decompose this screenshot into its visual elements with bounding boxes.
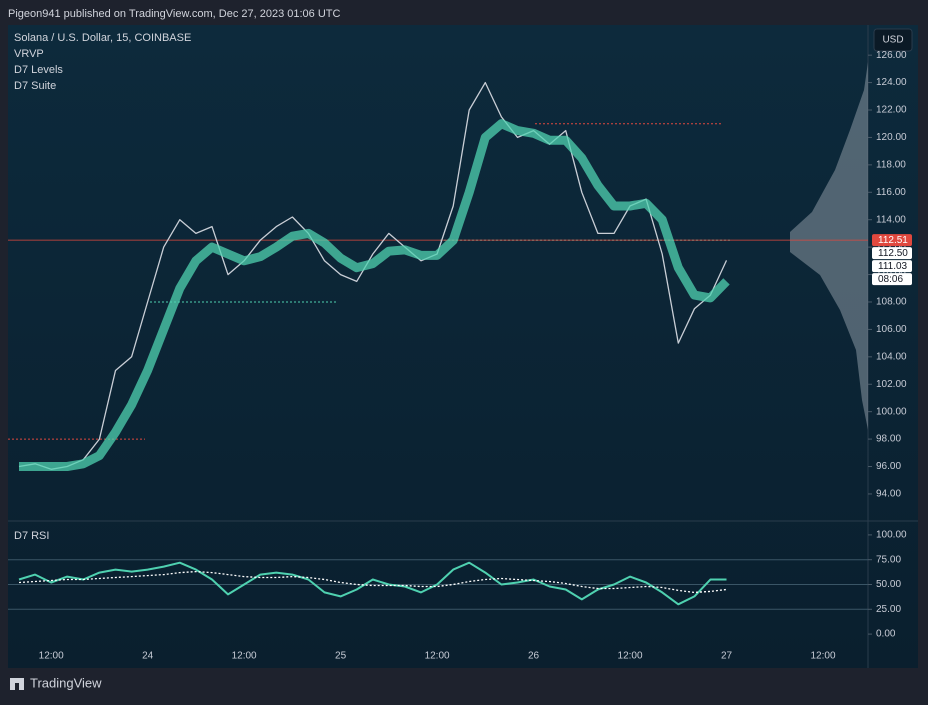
indicator-label: D7 Levels [14,64,63,76]
rsi-line [18,561,727,606]
y-tick-label: 108.00 [876,297,907,308]
logo [10,678,24,690]
y-tick-label: 75.00 [876,554,901,565]
y-tick-label: 106.00 [876,324,907,335]
y-tick-label: 126.00 [876,50,907,61]
y-tick-label: 50.00 [876,579,901,590]
y-tick-label: 124.00 [876,77,907,88]
y-tick-label: 100.00 [876,530,907,541]
countdown-tag [872,273,912,286]
x-tick-label: 24 [142,651,154,662]
y-tick-label: 94.00 [876,489,901,500]
volume-profile [790,62,868,430]
y-tick-label: 114.00 [876,214,906,225]
price-tag-label: 112.51 [878,235,908,246]
rsi-signal [18,570,727,594]
x-tick-label: 12:00 [810,651,835,662]
indicator-label: D7 Suite [14,80,56,92]
x-tick-label: 12:00 [232,651,257,662]
y-tick-label: 104.00 [876,351,907,362]
x-tick-label: 12:00 [39,651,64,662]
price-tag-label: 111.03 [878,261,908,272]
price-tag-label: 112.50 [878,248,908,259]
x-tick-label: 25 [335,651,347,662]
price-line [18,81,728,470]
publish-info: Pigeon941 published on TradingView.com, … [8,8,341,20]
currency-label: USD [882,35,903,46]
y-tick-label: 96.00 [876,461,901,472]
brand: TradingView [30,675,102,690]
x-tick-label: 12:00 [618,651,643,662]
y-tick-label: 0.00 [876,629,896,640]
x-tick-label: 27 [721,651,733,662]
y-tick-label: 122.00 [876,105,907,116]
rsi-title: D7 RSI [14,530,49,542]
y-tick-label: 102.00 [876,379,907,390]
price-tag [872,234,912,247]
symbol-title: Solana / U.S. Dollar, 15, COINBASE [14,32,191,44]
x-tick-label: 12:00 [425,651,450,662]
price-tag [872,247,912,260]
chart-area [8,25,918,668]
x-tick-label: 26 [528,651,540,662]
y-tick-label: 116.00 [876,187,906,198]
currency-button[interactable] [873,28,913,52]
price-tag [872,260,912,273]
y-tick-label: 118.00 [876,160,906,171]
y-tick-label: 120.00 [876,132,907,143]
indicator-label: VRVP [14,48,44,60]
ribbon [19,119,730,471]
y-tick-label: 25.00 [876,604,901,615]
y-tick-label: 98.00 [876,434,901,445]
countdown-label: 08:06 [878,274,903,285]
y-tick-label: 100.00 [876,406,907,417]
